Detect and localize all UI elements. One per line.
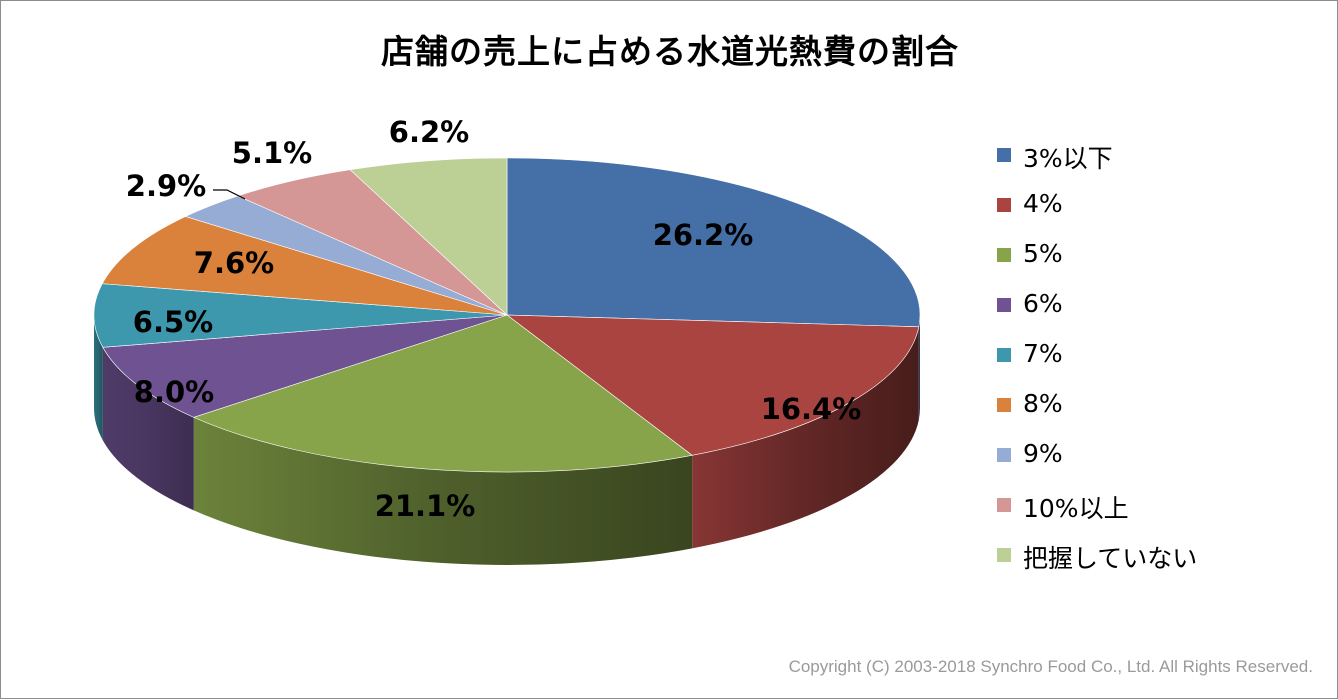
legend-swatch bbox=[997, 248, 1011, 262]
chart-title: 店舗の売上に占める水道光熱費の割合 bbox=[381, 32, 959, 71]
pie-slice-item-9 bbox=[349, 157, 508, 316]
data-label-4pct: 16.4% bbox=[761, 392, 862, 426]
pie-side-walls bbox=[94, 315, 920, 566]
legend-label: 把握していない bbox=[1023, 544, 1198, 573]
data-label-6pct: 8.0% bbox=[134, 375, 214, 409]
data-label-9pct: 2.9% bbox=[126, 169, 206, 203]
data-label-7pct: 6.5% bbox=[133, 305, 213, 339]
legend-swatch bbox=[997, 448, 1011, 462]
pie-slice-6pct bbox=[102, 314, 508, 418]
pie-side-7pct bbox=[94, 315, 103, 441]
legend-swatch bbox=[997, 298, 1011, 312]
legend-swatch bbox=[997, 198, 1011, 212]
legend-swatch bbox=[997, 148, 1011, 162]
legend-label: 7% bbox=[1023, 339, 1063, 368]
data-label-8pct: 7.6% bbox=[194, 246, 274, 280]
legend-swatch bbox=[997, 348, 1011, 362]
legend-label: 6% bbox=[1023, 289, 1063, 318]
copyright-notice: Copyright (C) 2003-2018 Synchro Food Co.… bbox=[788, 657, 1313, 676]
pie-slice-3pct bbox=[506, 157, 921, 328]
pie-slice-7pct bbox=[93, 283, 508, 348]
legend-swatch bbox=[997, 498, 1011, 512]
pie-side-3pct bbox=[918, 315, 920, 420]
data-labels: 26.2% 16.4% 21.1% 8.0% 6.5% 7.6% 2.9% 5.1% 6.2% bbox=[126, 115, 862, 523]
data-label-3pct: 26.2% bbox=[653, 218, 754, 252]
legend-label: 4% bbox=[1023, 189, 1063, 218]
pie-slice-5pct bbox=[192, 314, 693, 473]
legend-label: 3%以下 bbox=[1023, 144, 1113, 173]
legend-label: 9% bbox=[1023, 439, 1063, 468]
legend-swatch bbox=[997, 398, 1011, 412]
leader-line-9pct bbox=[213, 189, 246, 200]
data-label-5pct: 21.1% bbox=[375, 489, 476, 523]
legend-label: 8% bbox=[1023, 389, 1063, 418]
pie-slice-8pct bbox=[101, 216, 508, 316]
pie-top bbox=[93, 157, 921, 473]
pie-side-5pct bbox=[193, 417, 693, 566]
pie-slice-4pct bbox=[506, 314, 920, 456]
pie-side-6pct bbox=[102, 347, 194, 511]
legend-label: 5% bbox=[1023, 239, 1063, 268]
pie-side-4pct bbox=[692, 326, 919, 549]
legend-swatch bbox=[997, 548, 1011, 562]
legend-label: 10%以上 bbox=[1023, 494, 1129, 523]
data-label-item-9: 6.2% bbox=[389, 115, 469, 149]
data-label-10pct: 5.1% bbox=[232, 136, 312, 170]
